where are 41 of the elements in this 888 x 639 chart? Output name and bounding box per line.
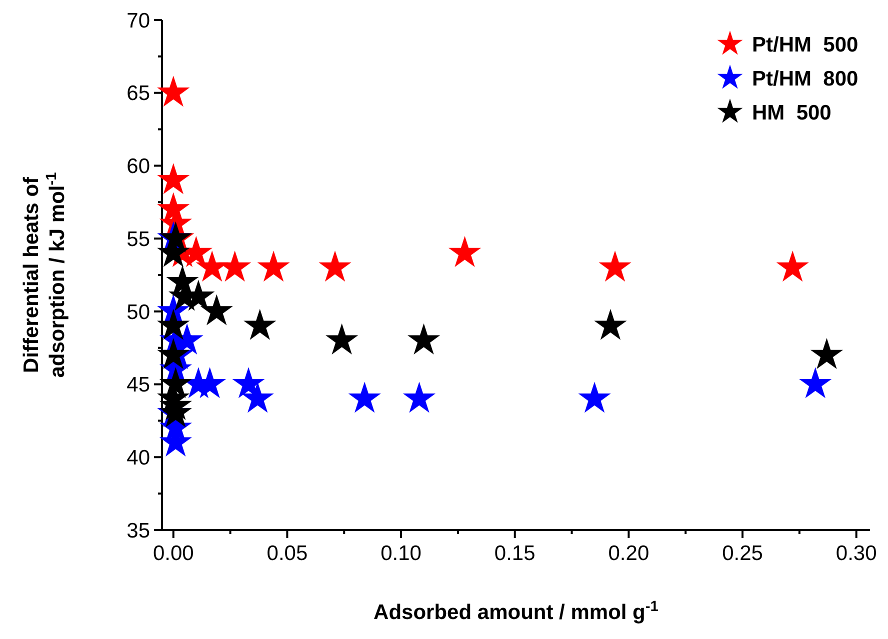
y-tick-label: 55 bbox=[126, 228, 150, 251]
point bbox=[348, 382, 381, 413]
y-tick-label: 45 bbox=[126, 374, 150, 397]
x-tick-label: 0.00 bbox=[152, 542, 194, 565]
y-tick-label: 60 bbox=[126, 155, 150, 178]
point bbox=[241, 382, 274, 413]
y-tick-label: 70 bbox=[126, 9, 150, 32]
point bbox=[448, 236, 482, 268]
point bbox=[257, 250, 290, 282]
y-tick-label: 40 bbox=[126, 446, 150, 470]
point bbox=[407, 323, 440, 354]
point bbox=[594, 308, 627, 340]
point bbox=[218, 250, 252, 282]
legend-label: HM 500 bbox=[752, 101, 832, 124]
y-tick-label: 65 bbox=[126, 82, 150, 106]
x-tick-label: 0.30 bbox=[836, 542, 877, 565]
point bbox=[810, 338, 844, 370]
y-tick-label: 50 bbox=[126, 300, 150, 324]
point bbox=[799, 367, 832, 398]
point bbox=[232, 367, 265, 398]
point bbox=[157, 76, 190, 107]
point bbox=[402, 382, 436, 413]
point bbox=[776, 250, 809, 282]
point bbox=[326, 323, 358, 354]
point bbox=[244, 308, 276, 340]
legend-label: Pt/HM 800 bbox=[752, 67, 858, 90]
x-tick-label: 0.15 bbox=[494, 542, 536, 565]
legend-label: Pt/HM 500 bbox=[752, 33, 858, 56]
point bbox=[157, 308, 190, 340]
point bbox=[578, 382, 611, 413]
point bbox=[157, 338, 190, 370]
point bbox=[318, 250, 352, 282]
x-tick-label: 0.05 bbox=[266, 542, 308, 565]
point bbox=[157, 163, 190, 194]
point bbox=[200, 294, 233, 326]
x-tick-label: 0.25 bbox=[722, 542, 763, 565]
point bbox=[598, 250, 632, 282]
x-tick-label: 0.10 bbox=[380, 542, 422, 565]
y-tick-label: 35 bbox=[126, 519, 150, 542]
x-tick-label: 0.20 bbox=[608, 542, 650, 565]
x-axis-title: Adsorbed amount / mmol g$^{-1}$ bbox=[374, 599, 658, 624]
